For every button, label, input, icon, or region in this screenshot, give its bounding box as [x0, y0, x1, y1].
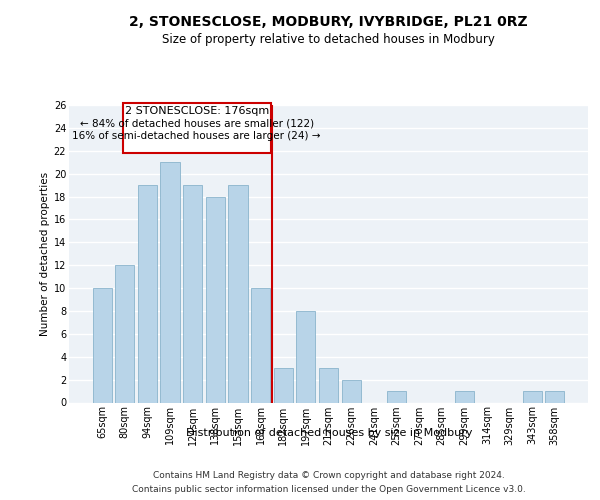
- Bar: [545, 391, 565, 402]
- Bar: [251, 288, 270, 403]
- Bar: [296, 311, 316, 402]
- Text: Contains public sector information licensed under the Open Government Licence v3: Contains public sector information licen…: [132, 484, 526, 494]
- Bar: [274, 368, 293, 402]
- Text: 16% of semi-detached houses are larger (24) →: 16% of semi-detached houses are larger (…: [73, 130, 321, 140]
- Text: Distribution of detached houses by size in Modbury: Distribution of detached houses by size …: [185, 428, 472, 438]
- Bar: [319, 368, 338, 402]
- FancyBboxPatch shape: [122, 102, 271, 153]
- Text: Size of property relative to detached houses in Modbury: Size of property relative to detached ho…: [163, 34, 495, 46]
- Bar: [341, 380, 361, 402]
- Text: ← 84% of detached houses are smaller (122): ← 84% of detached houses are smaller (12…: [80, 118, 314, 128]
- Bar: [138, 185, 157, 402]
- Bar: [160, 162, 180, 402]
- Y-axis label: Number of detached properties: Number of detached properties: [40, 172, 50, 336]
- Bar: [455, 391, 474, 402]
- Bar: [115, 265, 134, 402]
- Bar: [183, 185, 202, 402]
- Text: Contains HM Land Registry data © Crown copyright and database right 2024.: Contains HM Land Registry data © Crown c…: [153, 472, 505, 480]
- Bar: [206, 196, 225, 402]
- Bar: [92, 288, 112, 403]
- Bar: [229, 185, 248, 402]
- Text: 2, STONESCLOSE, MODBURY, IVYBRIDGE, PL21 0RZ: 2, STONESCLOSE, MODBURY, IVYBRIDGE, PL21…: [130, 16, 528, 30]
- Text: 2 STONESCLOSE: 176sqm: 2 STONESCLOSE: 176sqm: [125, 106, 269, 116]
- Bar: [387, 391, 406, 402]
- Bar: [523, 391, 542, 402]
